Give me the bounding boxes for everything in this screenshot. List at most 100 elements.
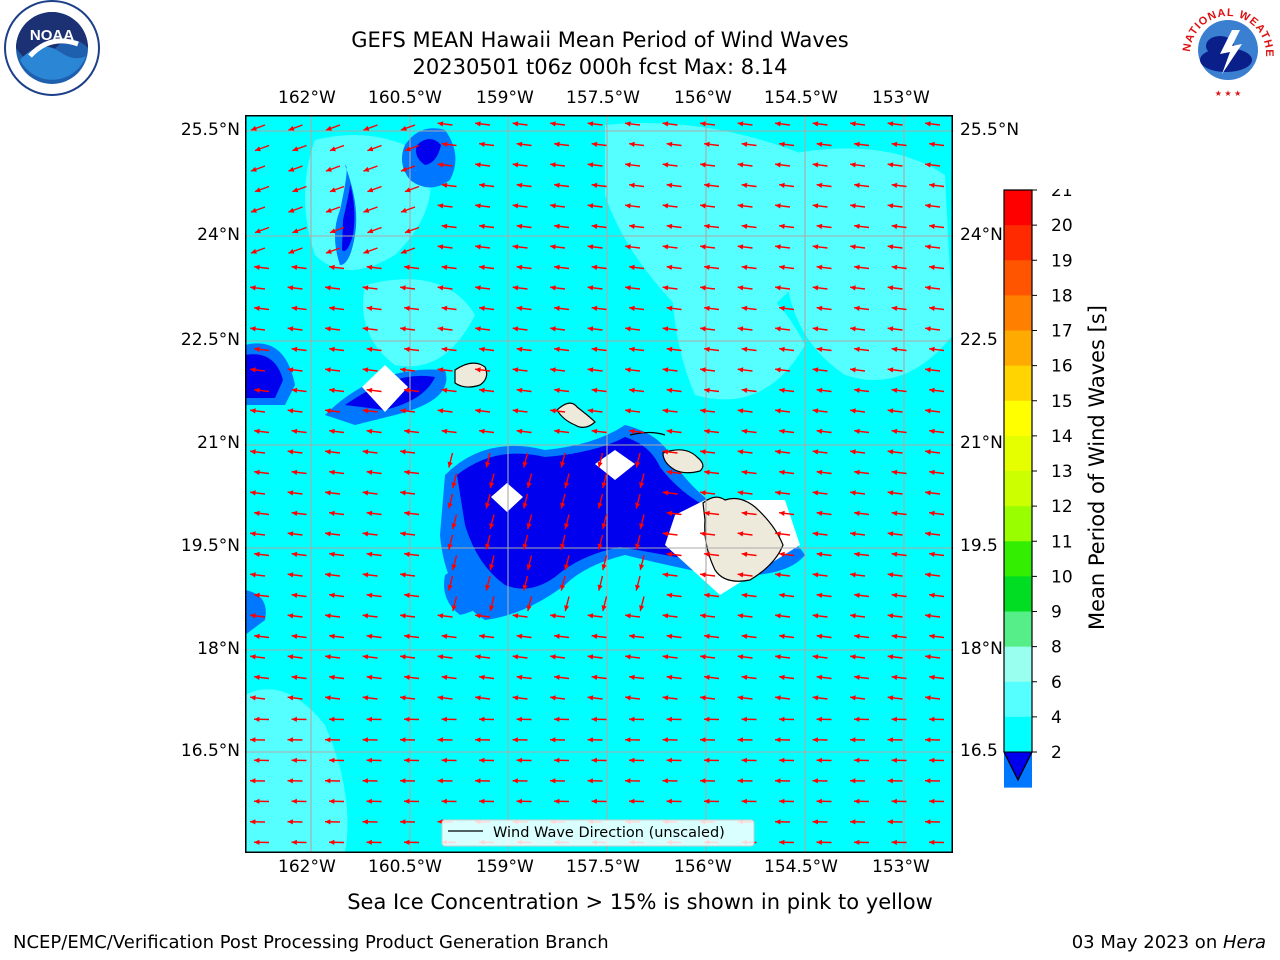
wave-direction-arrowhead — [700, 121, 706, 127]
wave-direction-arrowhead — [400, 613, 406, 619]
wave-direction-arrowhead — [887, 490, 894, 496]
wave-direction-arrowhead — [887, 654, 894, 660]
lon-label: 157.5°W — [566, 88, 640, 108]
wave-direction-arrowhead — [479, 346, 485, 352]
wave-direction-arrowhead — [329, 798, 335, 804]
wave-direction-arrowhead — [250, 819, 256, 825]
wave-direction-arrowhead — [850, 695, 856, 701]
wave-direction-arrowhead — [737, 121, 744, 127]
wave-direction-arrowhead — [816, 387, 823, 393]
wave-direction-arrowhead — [291, 674, 298, 680]
wave-direction-arrowhead — [516, 674, 523, 680]
wave-direction-arrowhead — [887, 819, 893, 825]
wave-direction-arrowhead — [779, 551, 785, 557]
wave-direction-arrowhead — [362, 326, 369, 332]
wave-direction-arrowhead — [666, 141, 673, 147]
wave-direction-arrowhead — [597, 543, 603, 550]
wave-direction-arrowhead — [700, 244, 706, 250]
footer-left: NCEP/EMC/Verification Post Processing Pr… — [13, 932, 609, 953]
wave-direction-arrowhead — [812, 819, 818, 825]
wave-direction-arrowhead — [737, 531, 744, 537]
wave-direction-arrowhead — [891, 264, 898, 270]
wave-direction-arrowhead — [850, 531, 856, 537]
wave-direction-arrowhead — [512, 778, 518, 784]
wave-direction-arrowhead — [812, 490, 819, 496]
wave-direction-arrowhead — [741, 798, 747, 804]
wave-direction-arrowhead — [775, 244, 781, 250]
wave-direction-arrowhead — [362, 449, 369, 455]
wave-direction-arrowhead — [601, 605, 607, 612]
footer-date: 03 May 2023 on — [1071, 932, 1223, 953]
wave-direction-arrowhead — [737, 695, 744, 701]
wave-direction-arrowhead — [639, 564, 645, 571]
wave-direction-arrowhead — [741, 674, 748, 680]
wave-direction-arrowhead — [925, 162, 931, 168]
wave-direction-arrowhead — [625, 367, 631, 373]
wave-direction-arrowhead — [291, 305, 298, 311]
wave-direction-arrowhead — [666, 757, 672, 763]
oahu-island — [556, 402, 596, 428]
wave-direction-arrowhead — [737, 244, 744, 250]
colorbar-tick-label: 15 — [1051, 392, 1073, 412]
wave-direction-arrowhead — [366, 592, 373, 598]
colorbar-frame — [1003, 189, 1033, 782]
molokai-island — [629, 431, 666, 436]
wave-direction-arrowhead — [887, 778, 893, 784]
wave-direction-arrowhead — [329, 346, 335, 352]
wave-direction-arrowhead — [329, 146, 336, 152]
colorbar-tick-label: 14 — [1051, 427, 1073, 447]
wave-direction-arrowhead — [554, 428, 560, 434]
wave-direction-arrowhead — [329, 428, 335, 434]
wave-direction-arrowhead — [775, 654, 781, 660]
lat-label: 19.5 — [960, 536, 998, 556]
wave-direction-arrowhead — [292, 146, 299, 152]
lon-label: 156°W — [674, 88, 732, 108]
wave-direction-arrowhead — [891, 223, 898, 229]
wave-direction-arrowhead — [489, 523, 495, 530]
wave-direction-arrowhead — [400, 125, 407, 131]
wave-direction-arrowhead — [475, 121, 481, 127]
wave-direction-arrowhead — [441, 346, 448, 352]
wave-direction-arrowhead — [400, 819, 406, 825]
wave-direction-arrowhead — [479, 757, 485, 763]
wave-direction-arrowhead — [400, 166, 407, 172]
wave-direction-arrowhead — [779, 510, 785, 516]
wave-direction-arrowhead — [587, 695, 594, 701]
wave-direction-arrowhead — [366, 674, 373, 680]
wave-direction-arrowhead — [564, 605, 570, 612]
colorbar-tick-label: 13 — [1051, 462, 1073, 482]
wave-direction-arrowhead — [737, 285, 744, 291]
wave-direction-arrowhead — [741, 182, 748, 188]
wave-direction-arrowhead — [704, 469, 710, 475]
wave-direction-arrowhead — [629, 264, 635, 270]
wave-direction-arrowhead — [741, 551, 748, 557]
wave-direction-arrowhead — [550, 326, 556, 332]
wave-direction-arrowhead — [325, 819, 331, 825]
wave-direction-arrowhead — [587, 367, 594, 373]
wave-direction-arrowhead — [700, 162, 706, 168]
wave-direction-arrowhead — [479, 264, 485, 270]
wave-direction-arrowhead — [250, 326, 256, 332]
wave-direction-arrowhead — [779, 387, 785, 393]
lon-label: 154.5°W — [764, 88, 838, 108]
wave-direction-arrowhead — [700, 531, 706, 537]
wave-direction-arrowhead — [587, 285, 594, 291]
colorbar-tick-label: 20 — [1051, 216, 1073, 236]
wave-direction-arrowhead — [779, 469, 785, 475]
wave-direction-arrowhead — [700, 778, 706, 784]
wave-direction-arrowhead — [329, 264, 335, 270]
wave-direction-arrowhead — [850, 490, 856, 496]
wave-direction-arrowhead — [250, 654, 256, 660]
wave-direction-arrowhead — [400, 449, 406, 455]
wave-direction-arrowhead — [550, 203, 556, 209]
wave-direction-arrowhead — [554, 798, 560, 804]
wave-direction-arrowhead — [441, 387, 448, 393]
wave-direction-arrowhead — [779, 716, 785, 722]
wave-direction-arrowhead — [288, 207, 295, 213]
wave-direction-arrowhead — [363, 166, 370, 172]
wave-direction-arrowhead — [564, 523, 570, 530]
wave-direction-arrowhead — [291, 469, 298, 475]
wave-direction-arrowhead — [591, 223, 598, 229]
wave-direction-arrowhead — [591, 182, 598, 188]
period-contours — [245, 115, 953, 853]
